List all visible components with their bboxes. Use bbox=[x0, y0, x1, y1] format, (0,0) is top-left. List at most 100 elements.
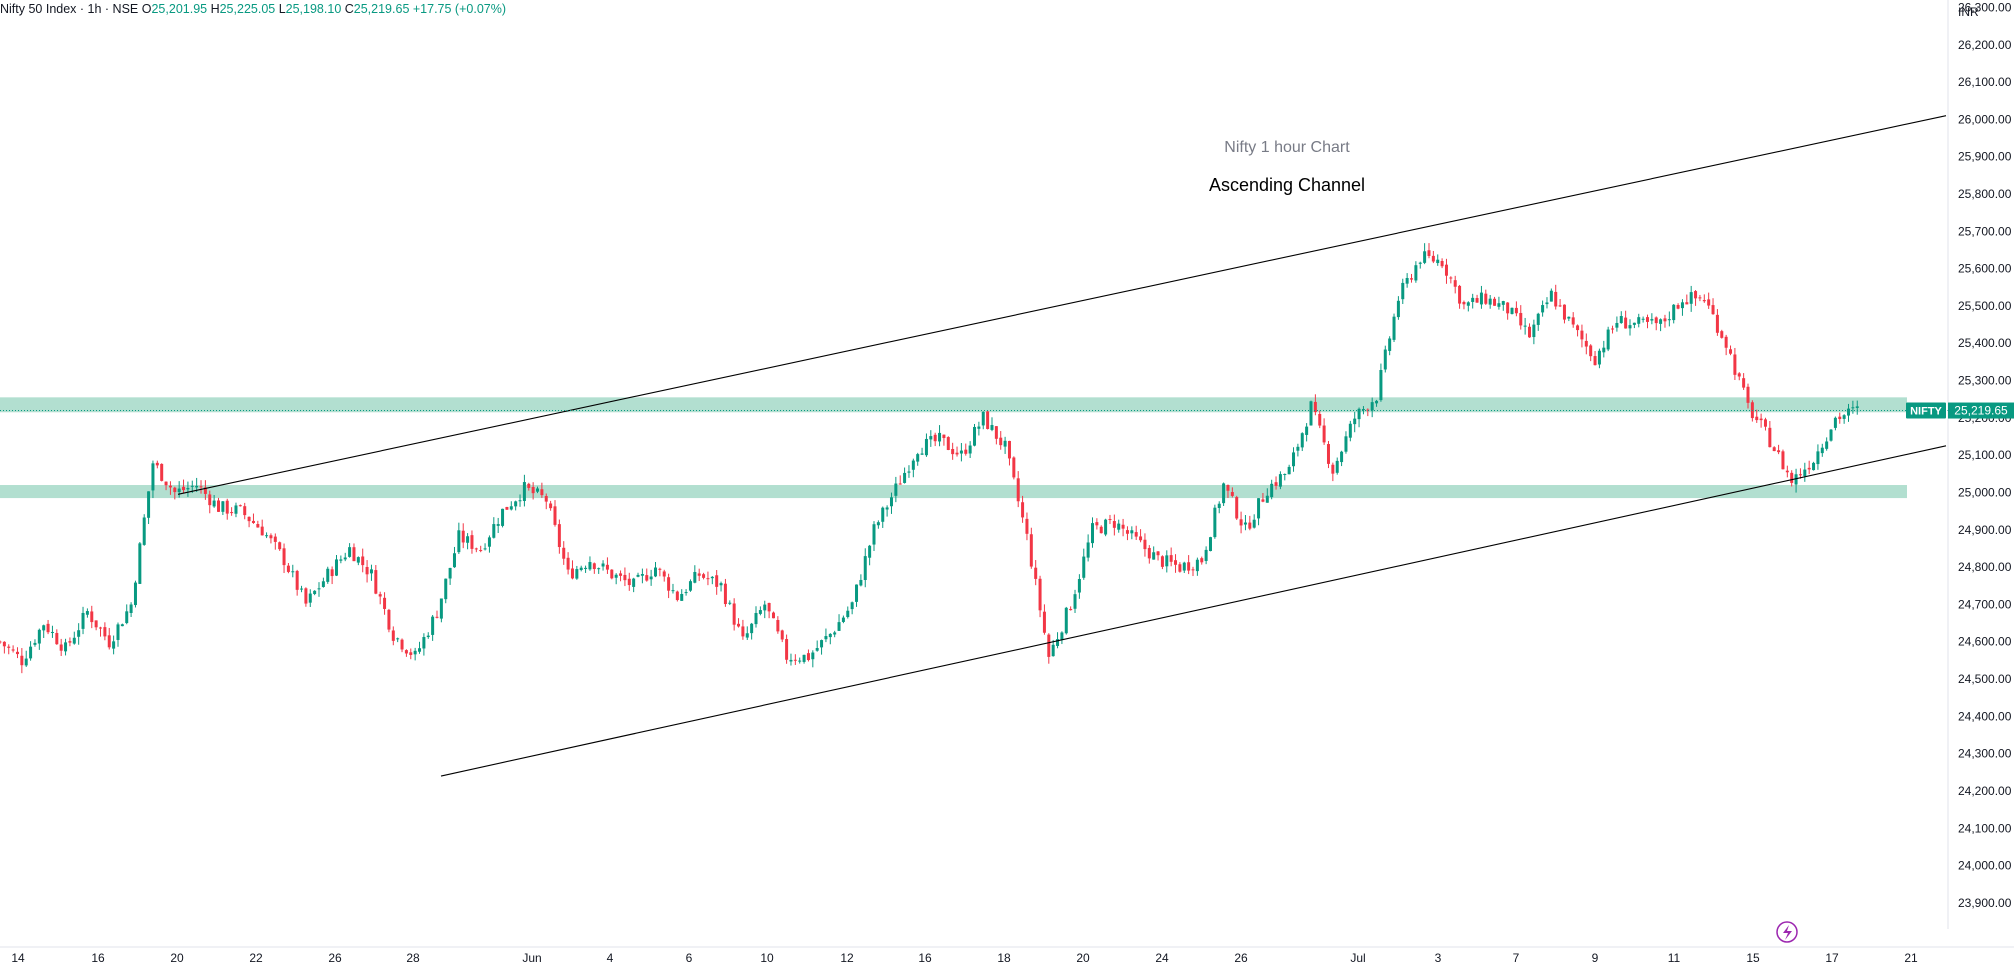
candle-body[interactable] bbox=[645, 575, 649, 581]
candle-body[interactable] bbox=[391, 630, 395, 641]
candle-body[interactable] bbox=[112, 641, 116, 649]
candle-body[interactable] bbox=[1554, 291, 1558, 307]
candle-body[interactable] bbox=[833, 632, 837, 635]
candle-body[interactable] bbox=[824, 636, 828, 640]
candle-body[interactable] bbox=[1597, 350, 1601, 365]
symbol-label[interactable]: Nifty 50 Index · 1h · NSE bbox=[0, 2, 139, 16]
candle-body[interactable] bbox=[1222, 483, 1226, 504]
candle-body[interactable] bbox=[1838, 416, 1842, 420]
candle-body[interactable] bbox=[1781, 451, 1785, 470]
candle-body[interactable] bbox=[662, 571, 666, 577]
candle-body[interactable] bbox=[1274, 482, 1278, 486]
candle-body[interactable] bbox=[1396, 300, 1400, 318]
candle-body[interactable] bbox=[286, 565, 290, 572]
candle-body[interactable] bbox=[1768, 427, 1772, 448]
candle-body[interactable] bbox=[1729, 349, 1733, 354]
candle-body[interactable] bbox=[177, 488, 181, 493]
candle-body[interactable] bbox=[575, 569, 579, 579]
candle-body[interactable] bbox=[1239, 519, 1243, 526]
channel-lower-line[interactable] bbox=[440, 445, 1947, 777]
candle-body[interactable] bbox=[955, 452, 959, 455]
candle-body[interactable] bbox=[195, 485, 199, 488]
candle-body[interactable] bbox=[1165, 555, 1169, 567]
candle-body[interactable] bbox=[1528, 326, 1531, 338]
candle-body[interactable] bbox=[872, 524, 876, 545]
candle-body[interactable] bbox=[1112, 521, 1116, 528]
candle-body[interactable] bbox=[1174, 560, 1178, 565]
candle-body[interactable] bbox=[1047, 634, 1051, 657]
candle-body[interactable] bbox=[1742, 378, 1746, 388]
candle-body[interactable] bbox=[1602, 347, 1606, 353]
candle-body[interactable] bbox=[212, 500, 216, 507]
candle-body[interactable] bbox=[820, 640, 824, 648]
candle-body[interactable] bbox=[1414, 265, 1418, 281]
candle-body[interactable] bbox=[1265, 495, 1269, 503]
candle-body[interactable] bbox=[1305, 426, 1309, 435]
candle-body[interactable] bbox=[479, 550, 483, 552]
candle-body[interactable] bbox=[1134, 532, 1138, 537]
candle-body[interactable] bbox=[64, 642, 68, 652]
candle-body[interactable] bbox=[308, 593, 312, 603]
candle-body[interactable] bbox=[361, 556, 365, 566]
candle-body[interactable] bbox=[632, 578, 636, 587]
candle-body[interactable] bbox=[929, 436, 933, 440]
candle-body[interactable] bbox=[1195, 559, 1199, 572]
candle-body[interactable] bbox=[1243, 522, 1247, 525]
candle-body[interactable] bbox=[1619, 316, 1623, 324]
candle-body[interactable] bbox=[1812, 462, 1816, 471]
candle-body[interactable] bbox=[1532, 324, 1536, 338]
price-axis[interactable]: 26,300.00 26,200.00 26,100.00 26,000.00 25,9… bbox=[1906, 0, 2014, 929]
candle-body[interactable] bbox=[387, 609, 391, 630]
candle-body[interactable] bbox=[72, 637, 76, 644]
candle-body[interactable] bbox=[1436, 259, 1440, 264]
candle-body[interactable] bbox=[1549, 290, 1553, 302]
candle-body[interactable] bbox=[99, 627, 103, 629]
candle-body[interactable] bbox=[15, 651, 19, 655]
candle-body[interactable] bbox=[448, 567, 452, 579]
candle-body[interactable] bbox=[859, 579, 863, 586]
candle-body[interactable] bbox=[1392, 316, 1396, 340]
candle-body[interactable] bbox=[1624, 317, 1628, 329]
candle-body[interactable] bbox=[1676, 305, 1680, 309]
candle-body[interactable] bbox=[754, 612, 758, 625]
candle-body[interactable] bbox=[1580, 330, 1584, 340]
candle-body[interactable] bbox=[20, 655, 24, 666]
candle-body[interactable] bbox=[1331, 464, 1335, 474]
candle-body[interactable] bbox=[614, 574, 618, 578]
candle-body[interactable] bbox=[1567, 316, 1571, 319]
candle-body[interactable] bbox=[540, 489, 544, 496]
candle-body[interactable] bbox=[1558, 305, 1562, 307]
candle-body[interactable] bbox=[265, 535, 269, 537]
candle-body[interactable] bbox=[260, 526, 264, 536]
candle-body[interactable] bbox=[741, 626, 745, 637]
candle-body[interactable] bbox=[439, 598, 443, 619]
candle-body[interactable] bbox=[675, 591, 679, 601]
candle-body[interactable] bbox=[640, 574, 644, 576]
candle-body[interactable] bbox=[1694, 291, 1698, 299]
candle-body[interactable] bbox=[1842, 415, 1846, 419]
candle-body[interactable] bbox=[654, 567, 657, 577]
candle-body[interactable] bbox=[855, 584, 859, 602]
candle-body[interactable] bbox=[763, 604, 767, 611]
candle-body[interactable] bbox=[1069, 608, 1073, 611]
candle-body[interactable] bbox=[1645, 317, 1649, 322]
candle-body[interactable] bbox=[1650, 319, 1654, 321]
candle-body[interactable] bbox=[1104, 519, 1108, 535]
candle-body[interactable] bbox=[1335, 460, 1339, 473]
candle-body[interactable] bbox=[238, 505, 242, 507]
candle-body[interactable] bbox=[1506, 302, 1510, 314]
candle-body[interactable] bbox=[903, 472, 907, 483]
candle-body[interactable] bbox=[81, 612, 85, 629]
candle-body[interactable] bbox=[1641, 318, 1645, 320]
candle-body[interactable] bbox=[1536, 313, 1540, 325]
candle-body[interactable] bbox=[1484, 293, 1488, 304]
candle-body[interactable] bbox=[771, 612, 775, 619]
candle-body[interactable] bbox=[383, 597, 387, 609]
candle-body[interactable] bbox=[147, 491, 151, 518]
candle-body[interactable] bbox=[986, 411, 990, 429]
candle-body[interactable] bbox=[1340, 451, 1344, 463]
candle-body[interactable] bbox=[1785, 470, 1789, 473]
candle-body[interactable] bbox=[1200, 558, 1204, 563]
candle-body[interactable] bbox=[588, 562, 592, 570]
candle-body[interactable] bbox=[42, 625, 46, 631]
